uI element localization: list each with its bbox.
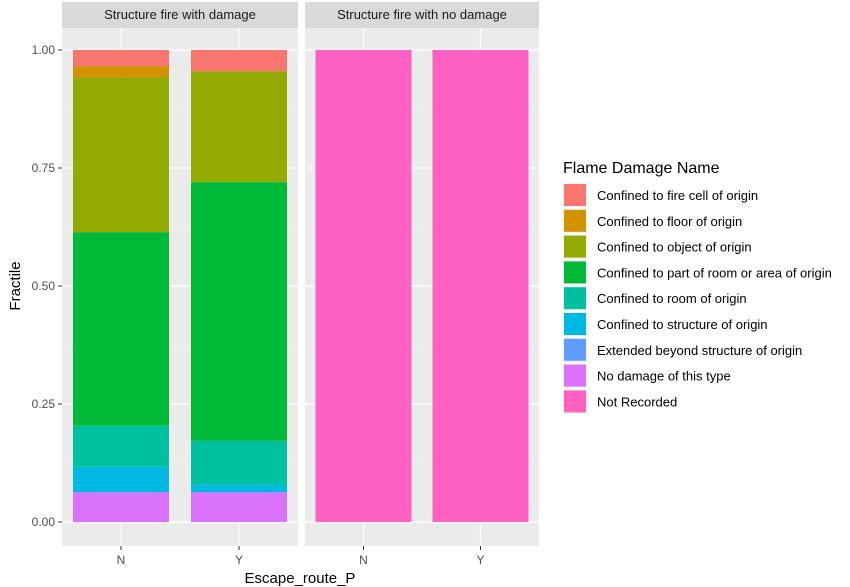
legend-label: Confined to structure of origin	[597, 317, 768, 332]
legend-swatch	[564, 184, 586, 206]
legend-label: Not Recorded	[597, 394, 677, 409]
y-axis: 0.00 0.25 0.50 0.75 1.00	[32, 43, 62, 529]
x-tick-label: Y	[476, 553, 484, 567]
legend-label: Confined to object of origin	[597, 240, 752, 255]
bar-segment	[191, 492, 287, 522]
bar-segment	[191, 182, 287, 441]
bar-segment	[191, 50, 287, 72]
panel-1: Structure fire with damage	[62, 2, 298, 546]
legend-item: Not Recorded	[563, 389, 677, 414]
legend-swatch	[564, 390, 586, 413]
legend-swatch	[564, 338, 586, 361]
legend-item: Confined to part of room or area of orig…	[563, 260, 832, 285]
facet-strip	[62, 2, 298, 28]
legend-swatch	[564, 313, 586, 335]
bar-segment	[191, 440, 287, 485]
bar-segment	[432, 50, 529, 522]
legend-swatch	[564, 287, 586, 310]
x-axis-title: Escape_route_P	[245, 570, 356, 587]
legend-label: Confined to part of room or area of orig…	[597, 265, 832, 280]
panels: Structure fire with damage Structure fire…	[62, 2, 539, 546]
legend-item: Confined to room of origin	[563, 286, 747, 311]
facet-strip-title: Structure fire with damage	[104, 7, 256, 22]
y-tick-label: 1.00	[32, 43, 56, 57]
facet-strip	[305, 2, 539, 28]
legend-swatch	[564, 261, 586, 284]
bar-segment	[73, 66, 169, 78]
x-tick-label: N	[359, 553, 368, 567]
legend-title: Flame Damage Name	[563, 160, 720, 177]
legend-swatch	[564, 209, 586, 232]
bar-segment	[73, 466, 169, 493]
legend-label: Confined to floor of origin	[597, 214, 742, 229]
legend-item: Confined to structure of origin	[563, 312, 768, 336]
legend-swatch	[564, 235, 586, 258]
bar-segment	[191, 484, 287, 493]
bar-segment	[73, 77, 169, 233]
bar-segment	[191, 71, 287, 183]
legend-label: Confined to room of origin	[597, 291, 747, 306]
x-tick-label: N	[117, 553, 126, 567]
legend-label: No damage of this type	[597, 369, 731, 384]
y-tick-label: 0.00	[32, 515, 56, 529]
x-tick-label: Y	[235, 553, 243, 567]
bar-segment	[73, 50, 169, 67]
y-tick-label: 0.75	[32, 161, 56, 175]
bar-segment	[73, 232, 169, 426]
panel-2: Structure fire with no damage	[305, 2, 539, 546]
legend-swatch	[564, 364, 586, 387]
y-tick-label: 0.25	[32, 397, 56, 411]
bar-segment	[73, 492, 169, 522]
legend-item: Confined to fire cell of origin	[563, 183, 758, 207]
y-tick-label: 0.50	[32, 279, 56, 293]
bar-segment	[315, 50, 412, 522]
legend-item: Confined to object of origin	[563, 234, 752, 259]
facet-strip-title: Structure fire with no damage	[337, 7, 507, 22]
legend-item: Confined to floor of origin	[563, 208, 742, 233]
legend-item: No damage of this type	[563, 363, 731, 388]
bar-segment	[73, 425, 169, 467]
legend-item: Extended beyond structure of origin	[563, 337, 802, 362]
y-axis-title: Fractile	[7, 261, 24, 310]
legend-label: Confined to fire cell of origin	[597, 188, 758, 203]
legend-label: Extended beyond structure of origin	[597, 343, 802, 358]
legend: Flame Damage Name Confined to fire cell …	[563, 160, 832, 414]
